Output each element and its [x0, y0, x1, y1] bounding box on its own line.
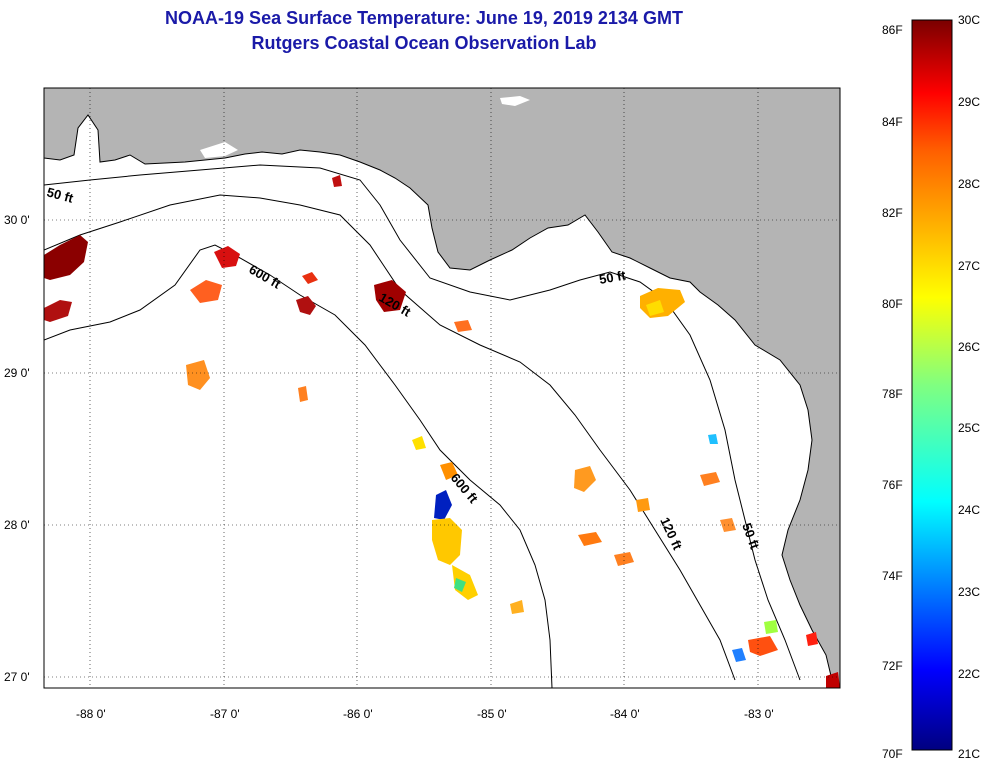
lat-tick-label: 29 0' [4, 366, 30, 380]
colorbar-c-label: 22C [958, 667, 980, 681]
colorbar-f-labels: 86F 84F 82F 80F 78F 76F 74F 72F 70F [882, 23, 903, 761]
lon-tick-label: -84 0' [610, 707, 640, 721]
contour-label: 50 ft [598, 267, 628, 287]
contour-line-50ft [44, 164, 801, 681]
colorbar-f-label: 84F [882, 115, 903, 129]
map-frame [43, 87, 841, 689]
chart-title: NOAA-19 Sea Surface Temperature: June 19… [165, 8, 683, 28]
colorbar-f-label: 80F [882, 297, 903, 311]
lon-tick-label: -88 0' [76, 707, 106, 721]
colorbar-c-label: 23C [958, 585, 980, 599]
colorbar-f-label: 78F [882, 387, 903, 401]
lat-tick-label: 27 0' [4, 670, 30, 684]
lat-tick-label: 28 0' [4, 518, 30, 532]
colorbar-c-label: 26C [958, 340, 980, 354]
colorbar-f-label: 76F [882, 478, 903, 492]
bay-patch [200, 142, 238, 158]
colorbar-f-label: 70F [882, 747, 903, 761]
bay-patch [500, 96, 530, 106]
chart-subtitle: Rutgers Coastal Ocean Observation Lab [251, 33, 597, 53]
colorbar-f-label: 74F [882, 569, 903, 583]
colorbar-f-label: 86F [882, 23, 903, 37]
colorbar-c-label: 30C [958, 13, 980, 27]
contour-line-120ft [44, 194, 736, 681]
colorbar-c-labels: 30C 29C 28C 27C 26C 25C 24C 23C 22C 21C [958, 13, 980, 761]
contour-label: 50 ft [45, 184, 75, 206]
lat-gridlines [44, 219, 840, 678]
colorbar-c-label: 24C [958, 503, 980, 517]
colorbar-c-label: 27C [958, 259, 980, 273]
sst-patches [44, 175, 840, 688]
colorbar-f-label: 72F [882, 659, 903, 673]
lon-tick-label: -87 0' [210, 707, 240, 721]
lat-tick-label: 30 0' [4, 213, 30, 227]
colorbar-c-label: 29C [958, 95, 980, 109]
colorbar-f-label: 82F [882, 206, 903, 220]
colorbar-c-label: 25C [958, 421, 980, 435]
contour-line-600ft [44, 244, 553, 688]
lon-gridlines [89, 88, 759, 688]
colorbar-c-label: 28C [958, 177, 980, 191]
lon-tick-label: -85 0' [477, 707, 507, 721]
land-mass [44, 88, 840, 688]
colorbar-c-label: 21C [958, 747, 980, 761]
lon-tick-label: -83 0' [744, 707, 774, 721]
colorbar [911, 19, 953, 751]
lon-tick-label: -86 0' [343, 707, 373, 721]
